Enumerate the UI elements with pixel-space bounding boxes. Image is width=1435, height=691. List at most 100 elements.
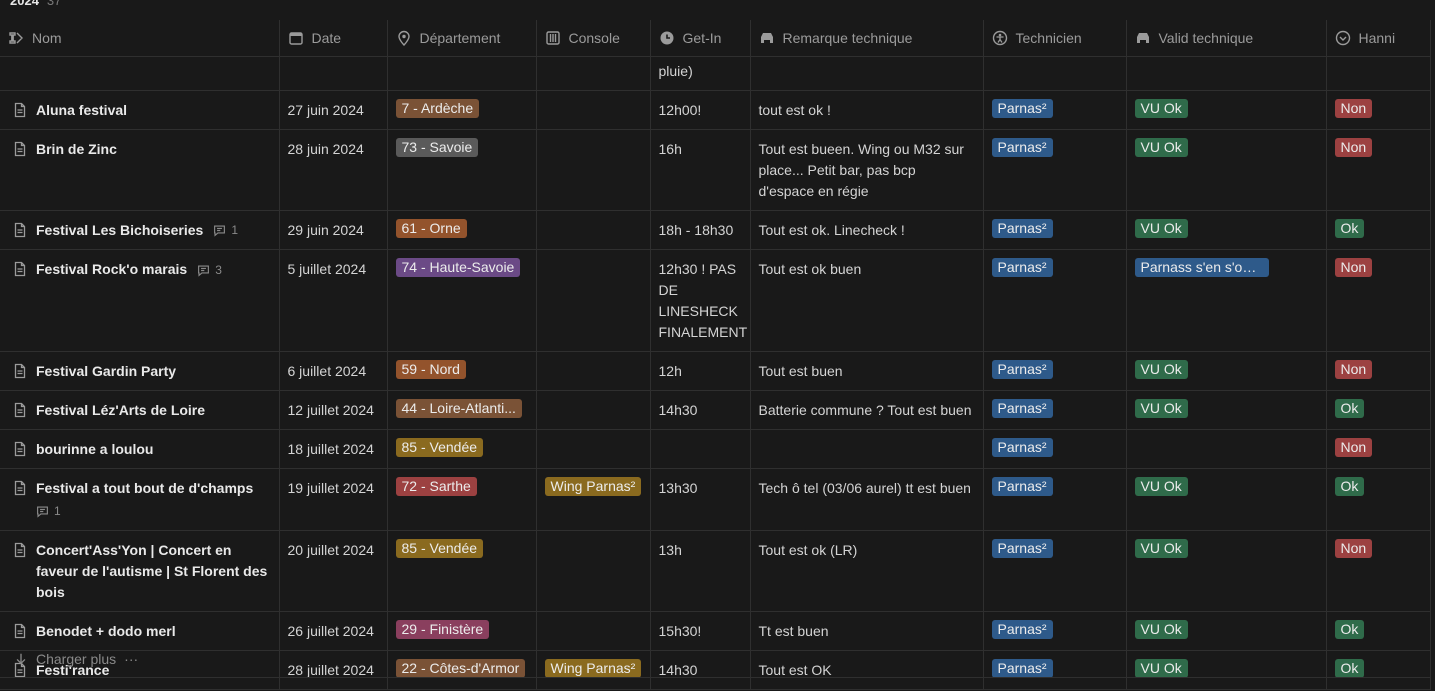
cell-console[interactable] <box>536 249 651 353</box>
table-row[interactable]: Festival Les Bichoiseries 1 29 juin 2024 61… <box>0 210 1431 251</box>
column-header-remarque[interactable]: Remarque technique <box>750 20 984 57</box>
table-row[interactable]: Aluna festival 27 juin 2024 7 - Ardèche 12h… <box>0 90 1431 130</box>
table-row[interactable]: Festival Rock'o marais 3 5 juillet 2024 74 … <box>0 249 1431 353</box>
row-title[interactable]: Aluna festival <box>36 101 128 118</box>
cell-technicien[interactable]: Parnas² <box>983 90 1127 130</box>
row-title[interactable]: Festival Les Bichoiseries <box>36 221 204 238</box>
cell-remarque[interactable]: tout est ok ! <box>750 90 984 130</box>
cell-hanni[interactable]: Non <box>1326 90 1431 130</box>
row-title[interactable]: Festi'rance <box>36 662 110 679</box>
cell-valid[interactable]: VU Ok <box>1126 129 1327 211</box>
cell-date[interactable]: 12 juillet 2024 <box>279 390 388 431</box>
cell-console[interactable]: Wing Parnas² <box>536 650 651 691</box>
cell-remarque[interactable]: Tout est buen <box>750 351 984 392</box>
row-title[interactable]: Concert'Ass'Yon | Concert en faveur de l… <box>36 542 268 601</box>
cell-nom[interactable]: Concert'Ass'Yon | Concert en faveur de l… <box>0 530 280 613</box>
cell-departement[interactable]: 29 - Finistère <box>387 611 537 652</box>
column-header-date[interactable]: Date <box>279 20 388 57</box>
row-title[interactable]: Festival Rock'o marais <box>36 261 188 278</box>
column-header-technicien[interactable]: Technicien <box>983 20 1127 57</box>
cell-date[interactable]: 6 juillet 2024 <box>279 351 388 392</box>
cell-console[interactable] <box>536 611 651 652</box>
cell-console[interactable] <box>536 210 651 251</box>
cell-getin[interactable]: 16h <box>650 129 751 211</box>
comment-count[interactable]: 1 <box>213 220 238 241</box>
column-header-getin[interactable]: Get-In <box>650 20 751 57</box>
cell-hanni[interactable]: Ok <box>1326 650 1431 691</box>
cell-console[interactable] <box>536 530 651 613</box>
cell-hanni[interactable]: Non <box>1326 351 1431 392</box>
table-row[interactable]: Benodet + dodo merl 26 juillet 2024 29 - F… <box>0 611 1431 652</box>
cell-date[interactable]: 28 juillet 2024 <box>279 650 388 691</box>
cell-technicien[interactable]: Parnas² <box>983 611 1127 652</box>
row-title[interactable]: Festival a tout bout de d'champs <box>36 480 254 497</box>
table-row[interactable]: pluie) <box>0 56 1431 91</box>
cell-departement[interactable]: 22 - Côtes-d'Armor <box>387 650 537 691</box>
cell-getin[interactable] <box>650 429 751 470</box>
cell-technicien[interactable]: Parnas² <box>983 351 1127 392</box>
cell-remarque[interactable]: Tt est buen <box>750 611 984 652</box>
cell-nom[interactable]: Brin de Zinc <box>0 129 280 211</box>
column-header-hanni[interactable]: Hanni <box>1326 20 1431 57</box>
cell-nom[interactable]: Festival Rock'o marais 3 <box>0 249 280 353</box>
cell-getin[interactable]: 18h - 18h30 <box>650 210 751 251</box>
cell-technicien[interactable]: Parnas² <box>983 249 1127 353</box>
cell-console[interactable] <box>536 129 651 211</box>
cell-departement[interactable]: 44 - Loire-Atlanti... <box>387 390 537 431</box>
cell-hanni[interactable]: Non <box>1326 530 1431 613</box>
cell-valid[interactable]: VU Ok <box>1126 650 1327 691</box>
more-options-icon[interactable]: ··· <box>124 651 139 667</box>
cell-remarque[interactable]: Tout est ok buen <box>750 249 984 353</box>
cell-technicien[interactable]: Parnas² <box>983 468 1127 532</box>
cell-nom[interactable]: bourinne a loulou <box>0 429 280 470</box>
cell-nom[interactable]: Festival Les Bichoiseries 1 <box>0 210 280 251</box>
cell-hanni[interactable]: Ok <box>1326 210 1431 251</box>
cell-console[interactable] <box>536 351 651 392</box>
table-row[interactable]: Brin de Zinc 28 juin 2024 73 - Savoie 16h To… <box>0 129 1431 211</box>
cell-valid[interactable]: Parnass s'en s'occupe <box>1126 249 1327 353</box>
cell-remarque[interactable]: Tout est ok. Linecheck ! <box>750 210 984 251</box>
cell-date[interactable]: 19 juillet 2024 <box>279 468 388 532</box>
column-header-nom[interactable]: Nom <box>0 20 280 57</box>
cell-remarque[interactable]: Tout est OK <box>750 650 984 691</box>
cell-remarque[interactable]: Tech ô tel (03/06 aurel) tt est buen <box>750 468 984 532</box>
cell-getin[interactable]: 12h30 ! PAS DE LINESHECK FINALEMENT <box>650 249 751 353</box>
row-title[interactable]: Festival Gardin Party <box>36 363 177 380</box>
cell-valid[interactable]: VU Ok <box>1126 468 1327 532</box>
table-row[interactable]: Festival a tout bout de d'champs 1 19 juil… <box>0 468 1431 532</box>
cell-valid[interactable]: VU Ok <box>1126 351 1327 392</box>
cell-departement[interactable]: 61 - Orne <box>387 210 537 251</box>
cell-getin[interactable]: 13h <box>650 530 751 613</box>
load-more-button[interactable]: Charger plus ··· <box>0 641 1430 678</box>
column-header-departement[interactable]: Département <box>387 20 537 57</box>
cell-valid[interactable]: VU Ok <box>1126 611 1327 652</box>
table-row[interactable]: Festival Léz'Arts de Loire 12 juillet 202… <box>0 390 1431 431</box>
cell-nom[interactable]: Festi'rance <box>0 650 280 691</box>
cell-departement[interactable]: 72 - Sarthe <box>387 468 537 532</box>
cell-date[interactable]: 28 juin 2024 <box>279 129 388 211</box>
cell-getin[interactable]: 15h30! <box>650 611 751 652</box>
cell-technicien[interactable]: Parnas² <box>983 530 1127 613</box>
cell-hanni[interactable]: Non <box>1326 429 1431 470</box>
cell-departement[interactable]: 74 - Haute-Savoie <box>387 249 537 353</box>
column-header-valid[interactable]: Valid technique <box>1126 20 1327 57</box>
column-header-console[interactable]: Console <box>536 20 651 57</box>
cell-technicien[interactable]: Parnas² <box>983 429 1127 470</box>
table-row[interactable]: Festi'rance 28 juillet 2024 22 - Côtes-d'A… <box>0 650 1431 691</box>
cell-nom[interactable]: Festival Léz'Arts de Loire <box>0 390 280 431</box>
cell-nom[interactable]: Festival Gardin Party <box>0 351 280 392</box>
table-row[interactable]: Festival Gardin Party 6 juillet 2024 59 - … <box>0 351 1431 392</box>
cell-remarque[interactable]: Batterie commune ? Tout est buen <box>750 390 984 431</box>
cell-hanni[interactable]: Non <box>1326 249 1431 353</box>
cell-remarque[interactable]: Tout est bueen. Wing ou M32 sur place...… <box>750 129 984 211</box>
cell-remarque[interactable] <box>750 429 984 470</box>
cell-getin[interactable]: 12h00! <box>650 90 751 130</box>
cell-getin[interactable]: 14h30 <box>650 390 751 431</box>
table-row[interactable]: Concert'Ass'Yon | Concert en faveur de l… <box>0 530 1431 613</box>
cell-getin[interactable]: 14h30 <box>650 650 751 691</box>
cell-hanni[interactable]: Ok <box>1326 611 1431 652</box>
cell-console[interactable] <box>536 429 651 470</box>
row-title[interactable]: Brin de Zinc <box>36 140 117 157</box>
cell-getin[interactable]: pluie) <box>650 56 751 91</box>
cell-nom[interactable]: Aluna festival <box>0 90 280 130</box>
